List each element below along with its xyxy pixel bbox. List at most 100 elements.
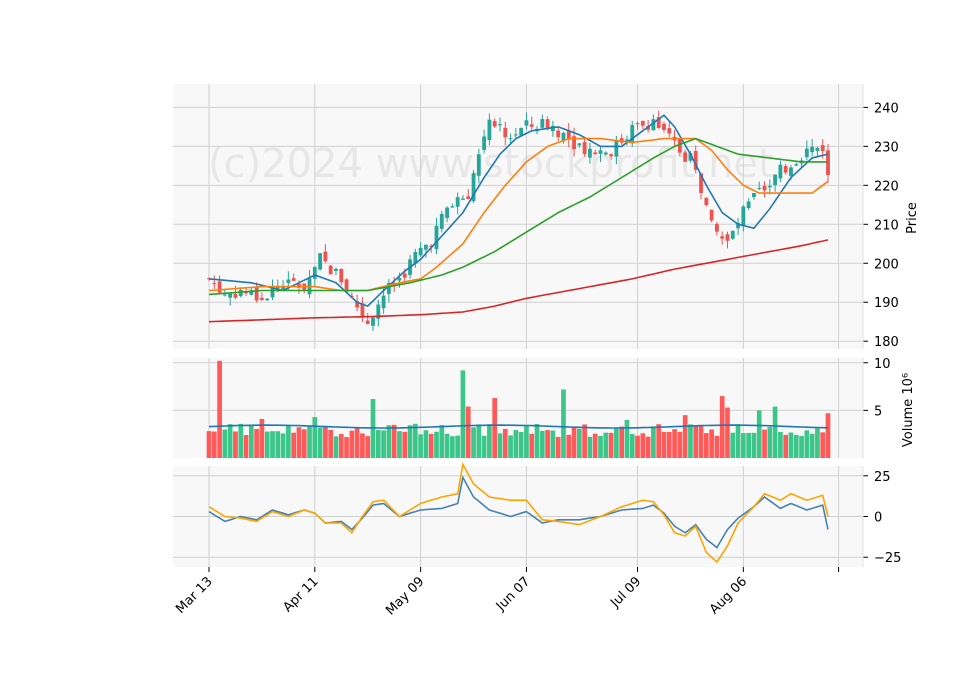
volume-bar	[502, 428, 508, 458]
volume-bar	[672, 429, 677, 458]
volume-bar	[825, 413, 831, 458]
y-tick-label: 10	[874, 357, 891, 372]
volume-bar	[312, 417, 318, 458]
volume-bar	[698, 425, 704, 458]
candle-body	[349, 295, 354, 297]
volume-bar	[772, 406, 778, 458]
volume-bar	[476, 424, 482, 458]
volume-bar	[465, 406, 471, 458]
moving-average-line	[208, 114, 829, 308]
x-tick-label: Aug 06	[707, 574, 750, 617]
candle-body	[767, 185, 772, 188]
candle-body	[386, 282, 391, 294]
candle-body	[455, 197, 460, 207]
volume-bar	[328, 429, 334, 458]
y-tick-label: 0	[874, 511, 882, 526]
y-tick-label: −25	[874, 551, 901, 566]
moving-average-line	[208, 137, 828, 296]
volume-bar	[735, 424, 741, 458]
volume-bar	[603, 432, 609, 458]
candle-body	[699, 173, 703, 193]
candle-body	[222, 294, 227, 296]
volume-bar	[296, 427, 302, 458]
volume-bar	[497, 433, 503, 458]
volume-bar	[338, 433, 344, 458]
candle-body	[572, 136, 576, 150]
candle-body	[635, 123, 640, 125]
candle-body	[667, 128, 672, 134]
candle-body	[508, 138, 513, 140]
candle-body	[265, 298, 270, 301]
candle-body	[693, 151, 698, 170]
volume-bar	[614, 428, 619, 458]
volume-bar	[762, 429, 767, 458]
volume-bar	[423, 430, 429, 458]
candle-body	[609, 154, 613, 157]
candle-body	[487, 119, 492, 141]
line-layer	[208, 114, 829, 564]
candle-body	[445, 207, 449, 218]
volume-bar	[513, 430, 519, 458]
candle-body	[217, 281, 222, 293]
candle-body	[524, 120, 529, 126]
candle-body	[810, 146, 815, 153]
candle-body	[762, 186, 767, 191]
volume-bar	[767, 427, 773, 458]
candle-body	[355, 301, 360, 308]
candle-body	[757, 187, 762, 189]
volume-bar	[815, 428, 820, 458]
volume-bar	[709, 429, 714, 458]
candle-body	[778, 164, 783, 179]
candle-body	[402, 273, 407, 278]
volume-bar	[682, 415, 688, 458]
volume-bar	[651, 426, 656, 458]
volume-bar	[582, 424, 587, 458]
volume-bar	[354, 427, 360, 458]
volume-bar	[576, 428, 582, 458]
candle-body	[207, 278, 211, 280]
volume-bar	[656, 424, 662, 458]
volume-bar	[545, 430, 550, 458]
volume-bar	[233, 431, 238, 458]
candle-body	[233, 293, 238, 298]
candle-body	[804, 148, 809, 158]
volume-bar	[333, 436, 339, 458]
candle-body	[397, 278, 402, 281]
y-tick-label: 200	[874, 257, 899, 272]
candle-body	[593, 152, 598, 155]
volume-bar	[439, 425, 445, 458]
volume-bar	[280, 433, 286, 458]
candle-body	[318, 253, 323, 270]
volume-bar	[381, 430, 386, 458]
candle-body	[752, 193, 756, 198]
candle-body	[323, 251, 328, 262]
candle-body	[461, 198, 465, 200]
candle-body	[365, 320, 370, 324]
volume-bar	[471, 427, 476, 458]
candle-body	[376, 304, 381, 319]
candle-body	[545, 119, 550, 129]
volume-bar	[640, 433, 646, 458]
candle-body	[275, 286, 280, 289]
candle-body	[688, 153, 693, 161]
volume-bar	[534, 424, 540, 458]
candle-body	[312, 267, 317, 279]
volume-bar	[624, 419, 630, 458]
volume-bar	[286, 425, 291, 458]
volume-bar	[402, 431, 408, 458]
volume-bar	[719, 396, 725, 458]
candle-body	[413, 252, 418, 264]
volume-bar	[783, 434, 789, 458]
x-tick-label: Jun 07	[493, 574, 533, 614]
volume-bar	[455, 435, 461, 458]
candle-body	[328, 265, 333, 275]
x-tick-label: Mar 13	[173, 574, 216, 617]
candle-body	[720, 236, 725, 239]
volume-bar	[635, 435, 640, 458]
volume-bar	[238, 423, 244, 458]
volume-bar	[434, 431, 439, 458]
volume-bar	[391, 424, 397, 458]
candle-body	[625, 139, 629, 142]
candle-body	[662, 123, 666, 131]
candle-body	[270, 287, 275, 298]
